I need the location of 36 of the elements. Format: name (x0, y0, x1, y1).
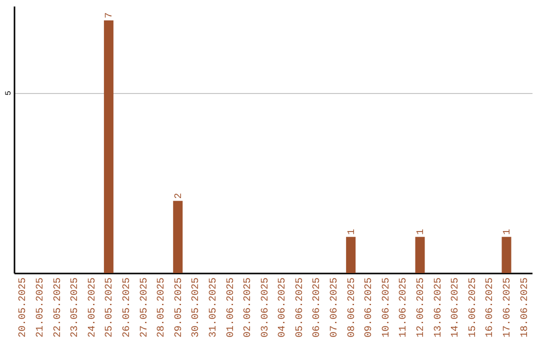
x-tick-label: 10.06.2025 (381, 278, 392, 338)
x-tick-label: 29.05.2025 (174, 278, 185, 338)
x-tick-label: 20.05.2025 (18, 278, 30, 338)
x-tick-label: 23.05.2025 (70, 278, 82, 338)
x-tick-label: 30.05.2025 (191, 278, 202, 338)
data-label: 2 (174, 192, 185, 199)
x-tick-label: 08.06.2025 (346, 278, 358, 338)
x-tick-label: 04.06.2025 (278, 278, 289, 338)
x-tick-label: 24.05.2025 (87, 278, 98, 338)
x-tick-label: 07.06.2025 (330, 278, 341, 338)
y-tick-label: 5 (4, 90, 14, 96)
data-label: 7 (104, 12, 116, 18)
x-tick-label: 25.05.2025 (104, 278, 116, 338)
x-tick-label: 06.06.2025 (312, 278, 324, 338)
x-tick-label: 09.06.2025 (364, 278, 376, 338)
x-tick-label: 28.05.2025 (156, 278, 168, 338)
x-tick-label: 18.06.2025 (520, 278, 531, 338)
data-label: 1 (502, 228, 514, 235)
data-label: 1 (346, 228, 358, 235)
x-tick-label: 21.05.2025 (36, 278, 47, 338)
x-tick-label: 02.06.2025 (243, 278, 254, 338)
x-tick-label: 03.06.2025 (260, 278, 272, 338)
x-tick-label: 13.06.2025 (433, 278, 444, 338)
x-tick-label: 17.06.2025 (502, 278, 514, 338)
x-tick-label: 22.05.2025 (52, 278, 64, 338)
x-tick-label: 12.06.2025 (416, 278, 428, 338)
x-tick-label: 26.05.2025 (122, 278, 133, 338)
x-tick-label: 27.05.2025 (139, 278, 150, 338)
x-tick-label: 11.06.2025 (398, 278, 410, 338)
x-tick-label: 15.06.2025 (468, 278, 479, 338)
x-tick-label: 14.06.2025 (450, 278, 462, 338)
x-tick-label: 01.06.2025 (226, 278, 237, 338)
x-tick-label: 16.06.2025 (485, 278, 496, 338)
x-tick-label: 31.05.2025 (208, 278, 220, 338)
data-label: 1 (416, 228, 428, 235)
x-tick-label: 05.06.2025 (294, 278, 306, 338)
